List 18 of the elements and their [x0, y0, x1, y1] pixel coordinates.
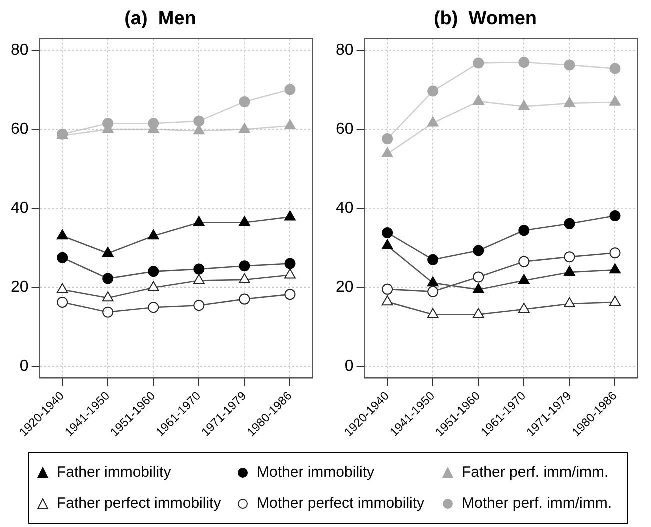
legend-label: Father perf. imm/imm. — [462, 464, 609, 481]
y-tick-label: 80 — [11, 42, 29, 60]
y-tick-label: 60 — [336, 120, 354, 138]
y-tick-label: 20 — [336, 278, 354, 296]
y-tick-label: 40 — [11, 200, 29, 217]
y-tick-label: 0 — [344, 358, 354, 375]
y-tick-label: 0 — [20, 358, 29, 375]
legend-label: Father perfect immobility — [57, 495, 222, 512]
y-tick-label: 60 — [11, 120, 29, 138]
chart-title: (b) Women — [434, 8, 538, 30]
legend-label: Father immobility — [57, 464, 172, 481]
chart-title: (a) Men — [124, 8, 196, 30]
y-tick-label: 80 — [336, 42, 354, 60]
legend-label: Mother immobility — [257, 464, 375, 481]
y-tick-label: 20 — [11, 278, 29, 296]
legend-label: Mother perfect immobility — [257, 495, 425, 512]
legend-label: Mother perf. imm/imm. — [462, 495, 612, 512]
y-tick-label: 40 — [336, 200, 354, 217]
